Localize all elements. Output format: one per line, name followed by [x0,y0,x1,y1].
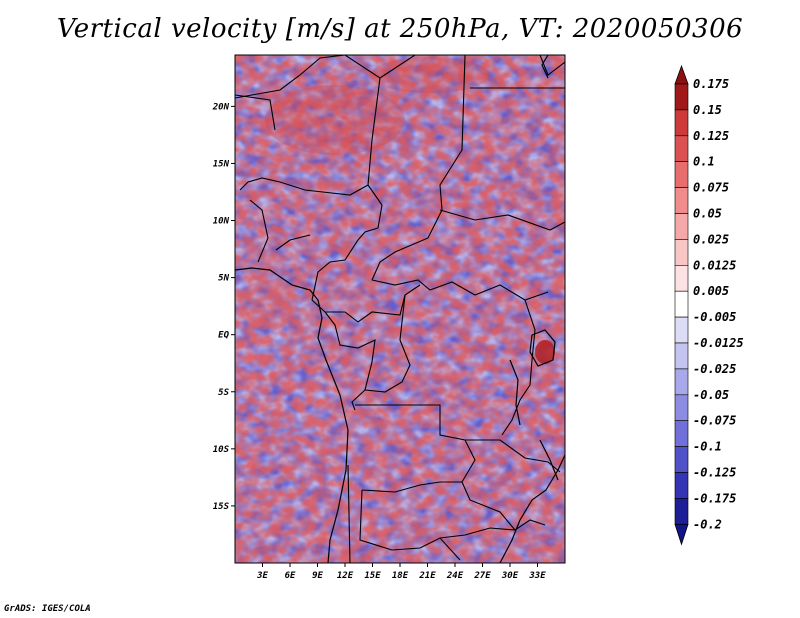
x-tick-label: 24E [446,571,464,581]
ascent-region-lake-victoria [535,340,555,364]
colorbar-bottom-arrow [674,523,689,546]
colorbar-swatch [674,135,689,163]
colorbar-label: -0.05 [693,388,729,402]
colorbar-label: 0.15 [693,103,722,117]
colorbar-label: -0.1 [693,440,722,454]
x-tick-label: 15E [364,571,381,581]
y-tick-label: 15S [213,502,230,512]
country-borders [235,55,565,563]
x-tick-label: 3E [256,571,268,581]
coastlines [235,55,565,563]
colorbar-label: 0.0125 [693,258,736,272]
y-tick-label: 20N [212,102,230,112]
colorbar-swatch [674,187,689,214]
colorbar-swatch [674,213,689,240]
x-tick-label: 30E [501,571,519,581]
x-axis: 3E 6E 9E 12E 15E 18E 21E 24E 27E 30E 33E [256,563,546,581]
colorbar-label: -0.125 [693,466,736,480]
ascent-region-north [370,57,490,93]
x-tick-label: 27E [473,571,491,581]
ascent-region-gulf [238,280,298,330]
ascent-region-sahel [265,85,405,155]
colorbar-label: -0.2 [693,517,722,531]
colorbar-top-arrow [674,64,689,85]
colorbar-swatch [674,83,689,111]
y-tick-label: EQ [218,331,229,341]
x-tick-label: 21E [418,571,436,581]
x-tick-label: 33E [528,571,546,581]
colorbar-label: 0.005 [693,284,729,298]
y-tick-label: 15N [213,159,230,169]
colorbar-swatch [674,394,689,421]
y-tick-label: 5N [218,274,229,284]
x-tick-label: 6E [285,571,296,581]
colorbar-swatch [674,368,689,396]
colorbar-label: -0.025 [693,362,736,376]
colorbar-swatch [674,290,689,318]
colorbar-swatch [674,109,689,137]
colorbar-label: 0.025 [693,232,729,246]
colorbar-swatch [674,446,689,473]
y-tick-label: 10N [213,217,230,227]
colorbar-swatch [674,472,689,499]
colorbar: 0.175 0.15 0.125 0.1 0.075 0.05 0.025 0.0125 0.0… [674,64,744,546]
colorbar-label: 0.1 [693,155,715,169]
footer-credit: GrADS: IGES/COLA [4,604,91,614]
field-ascent-pattern [235,55,565,563]
colorbar-label: 0.125 [693,129,729,143]
colorbar-swatch [674,161,689,188]
colorbar-swatch [674,498,689,525]
x-tick-label: 12E [337,571,354,581]
chart-title: Vertical velocity [m/s] at 250hPa, VT: 2… [56,14,744,44]
y-tick-label: 10S [213,445,230,455]
colorbar-swatch [674,239,689,266]
colorbar-label: -0.175 [693,491,736,505]
colorbar-label: -0.075 [693,414,736,428]
colorbar-swatch [674,316,689,344]
colorbar-swatch [674,342,689,370]
y-axis: 20N 15N 10N 5N EQ 5S 10S 15S [212,102,235,512]
colorbar-label: -0.005 [693,310,736,324]
colorbar-label: 0.175 [693,77,729,91]
colorbar-label: 0.05 [693,207,722,221]
colorbar-swatch [674,420,689,447]
x-tick-label: 18E [392,571,409,581]
x-tick-label: 9E [312,571,323,581]
colorbar-label: 0.075 [693,181,729,195]
colorbar-label: -0.0125 [693,336,744,350]
colorbar-swatch [674,264,689,292]
y-tick-label: 5S [218,388,229,398]
map-plot-area [235,55,565,563]
